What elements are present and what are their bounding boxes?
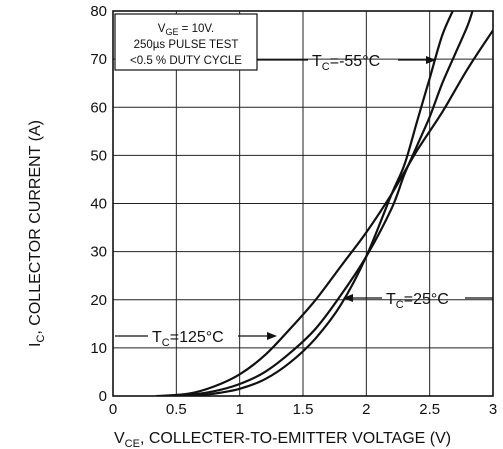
x-tick-label: 1: [235, 401, 243, 418]
y-tick-label: 30: [90, 244, 107, 261]
y-tick-labels: 0 10 20 30 40 50 60 70 80: [90, 3, 107, 405]
x-tick-labels: 0 0.5 1 1.5 2 2.5 3: [109, 401, 497, 418]
note-line-2: 250µs PULSE TEST: [134, 39, 239, 51]
y-tick-label: 0: [99, 388, 107, 405]
curves: [156, 11, 493, 396]
note-line-1: VGE = 10V.: [158, 23, 214, 37]
series-line-1: [181, 11, 474, 396]
series-label-minus55: TC=-55°C: [257, 53, 436, 73]
y-tick-label: 20: [90, 292, 107, 309]
series-line-2: [156, 29, 493, 396]
x-axis-label: VCE, COLLECTER-TO-EMITTER VOLTAGE (V): [114, 430, 451, 449]
x-tick-label: 1.5: [293, 401, 314, 418]
note-line-3: <0.5 % DUTY CYCLE: [130, 55, 242, 67]
x-tick-label: 3: [489, 401, 497, 418]
series-line-0: [187, 11, 454, 396]
arrow-head: [343, 294, 353, 302]
arrow-head: [426, 56, 436, 64]
y-tick-label: 50: [90, 147, 107, 164]
arrow-head: [267, 332, 277, 340]
series-label: TC=-55°C: [312, 53, 380, 73]
x-tick-label: 0.5: [166, 401, 187, 418]
x-tick-label: 2.5: [419, 401, 440, 418]
series-label-125: TC=125°C: [115, 329, 277, 349]
y-tick-label: 10: [90, 340, 107, 357]
x-tick-label: 0: [109, 401, 117, 418]
y-tick-label: 60: [90, 99, 107, 116]
test-conditions-note: VGE = 10V. 250µs PULSE TEST <0.5 % DUTY …: [114, 13, 258, 71]
series-label-25: TC=25°C: [343, 291, 493, 311]
x-tick-label: 2: [362, 401, 370, 418]
y-tick-label: 70: [90, 51, 107, 68]
y-axis-label: IC, COLLECTOR CURRENT (A): [27, 120, 47, 347]
y-tick-label: 80: [90, 3, 107, 20]
note-box: [114, 13, 258, 71]
plot-frame: [112, 10, 494, 397]
series-label: TC=25°C: [386, 291, 449, 311]
y-tick-label: 40: [90, 196, 107, 213]
series-label: TC=125°C: [152, 329, 224, 349]
